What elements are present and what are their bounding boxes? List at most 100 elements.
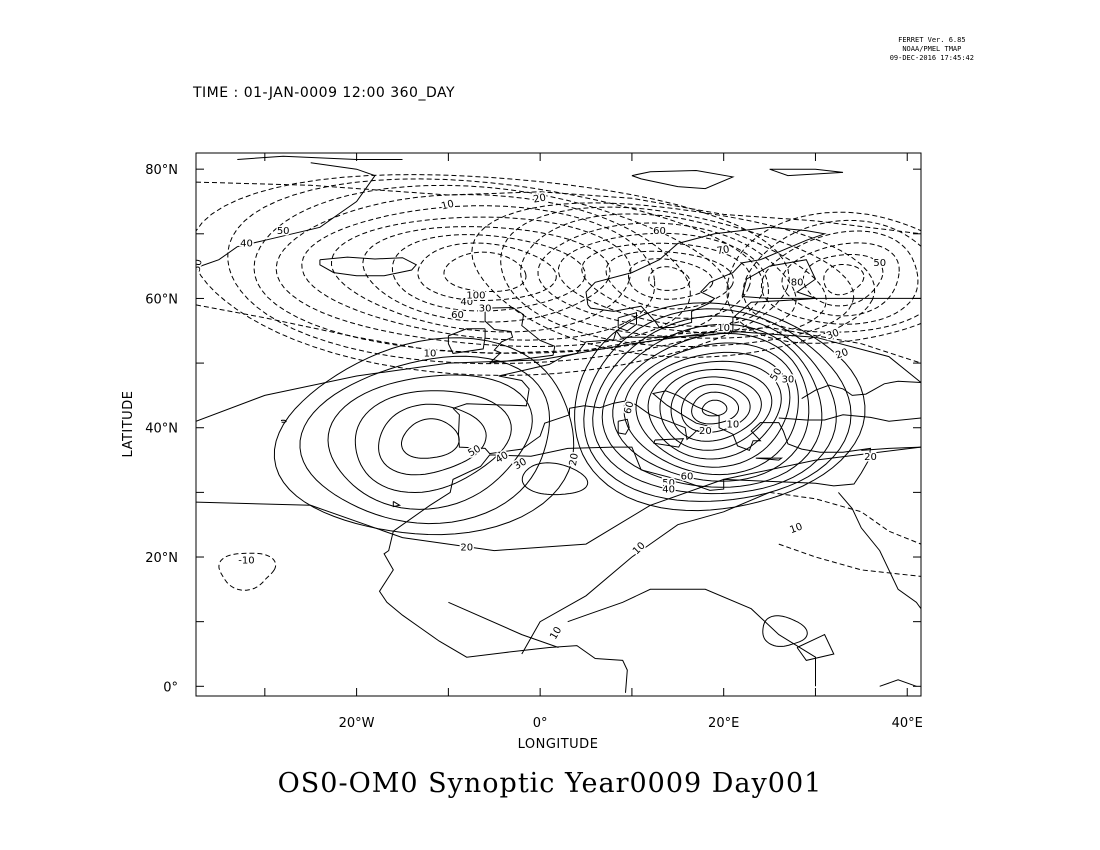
y-axis-title: LATITUDE [121,391,136,458]
contour-label: 80 [791,278,804,289]
contour-label: 40 [662,484,675,495]
contour-line-positive [196,446,921,552]
x-tick-label: 0° [533,716,548,731]
contour-line-positive [623,342,799,476]
land-layer [200,155,921,693]
x-axis-title: LONGITUDE [518,737,599,752]
contour-line-positive [691,391,739,425]
contour-label: 60 [451,310,464,321]
contour-label: 30 [512,456,529,472]
contour-label: 10 [631,540,648,557]
x-tick-label: 20°E [708,716,739,731]
contour-line-negative [760,230,919,325]
contour-line-negative [253,184,730,354]
contour-line-positive [647,360,782,460]
x-tick-label: 20°W [339,716,375,731]
contour-line-negative [417,242,557,302]
contour-label: -10 [238,555,254,566]
main-title: OS0-OM0 Synoptic Year0009 Day001 [277,768,823,799]
y-tick-label: 80°N [145,163,178,178]
contour-line-negative [605,250,735,310]
time-label: TIME : 01-JAN-0009 12:00 360_DAY [193,85,456,101]
stamp-line-3: 09-DEC-2016 17:45:42 [889,54,974,62]
coastline [755,457,784,461]
ferret-version-stamp: FERRET Ver. 6.85 NOAA/PMEL TMAP 09-DEC-2… [890,36,974,63]
contour-label: 50 [192,258,205,272]
coastline [838,492,921,609]
contour-line-negative [742,219,921,333]
contour-label: 60 [653,226,666,237]
contour-line-negative [581,242,752,319]
contour-line-negative [279,419,287,423]
contour-label: 30 [479,303,492,314]
coastline [447,328,486,354]
contour-line-negative [330,216,632,333]
contour-label: 50 [466,443,483,459]
contour-line-positive [670,376,762,442]
coastline [879,679,917,687]
contour-line-positive [583,308,852,502]
contour-line-negative [227,178,764,365]
contour-label: 10 [788,521,804,536]
contour-line-positive [354,390,512,494]
x-tick-label: 40°E [892,716,923,731]
y-tick-label: 60°N [145,292,178,307]
contour-label: 50 [277,226,290,237]
contour-label: 20 [568,452,581,466]
contour-line-positive [448,601,559,648]
contour-layer [196,174,921,655]
contour-label: 10 [548,625,564,642]
coastline [378,390,872,693]
contour-line-negative [196,181,921,235]
contour-line-positive [635,351,791,468]
contour-label: 40 [460,297,473,308]
contour-line-negative [301,205,656,341]
coastline [319,256,418,277]
contour-label: 10 [726,420,739,431]
contour-label-layer: 10 20405050607080503020103040601001030506… [192,191,888,643]
contour-label: 10 [424,349,437,360]
coastline [452,407,570,455]
coastline [778,414,921,422]
contour-line-negative [196,174,790,377]
coastline [801,380,921,400]
contour-line-positive [574,302,866,512]
contour-label: 20 [699,426,712,437]
plot-frame [195,152,922,697]
contour-line-negative [627,258,714,300]
coastline [631,169,735,190]
contour-line-negative [362,226,611,323]
contour-line-positive [299,355,551,525]
contour-line-negative [196,304,921,364]
contour-label: 40 [240,239,253,250]
contour-line-positive [378,403,487,476]
contour-label: 10 [717,323,730,334]
stamp-line-2: NOAA/PMEL TMAP [902,45,962,53]
coastline [452,297,921,409]
contour-line-negative [500,206,855,348]
contour-label: 50 [873,258,886,269]
y-tick-label: 20°N [145,551,178,566]
contour-label: 100 [466,290,485,301]
contour-line-negative [391,234,586,312]
y-tick-label: 40°N [145,422,178,437]
contour-line-positive [196,330,921,422]
contour-line-positive [680,383,751,433]
contour-line-positive [762,615,808,647]
contour-label: 10 [440,199,455,213]
contour-label: 70 [716,244,730,257]
coastline [200,162,376,267]
contour-line-negative [781,242,900,317]
coastline [617,312,637,332]
contour-label: 20 [864,452,877,463]
contour-line-negative [648,266,691,291]
contour-line-positive [401,418,460,459]
contour-line-negative [471,202,876,358]
contour-label: 20 [460,543,473,554]
contour-line-negative [537,222,797,334]
contour-line-negative [778,543,921,577]
coastline [653,438,685,448]
coastline [237,155,403,160]
contour-label: 30 [782,374,795,385]
contour-line-negative [218,552,277,591]
